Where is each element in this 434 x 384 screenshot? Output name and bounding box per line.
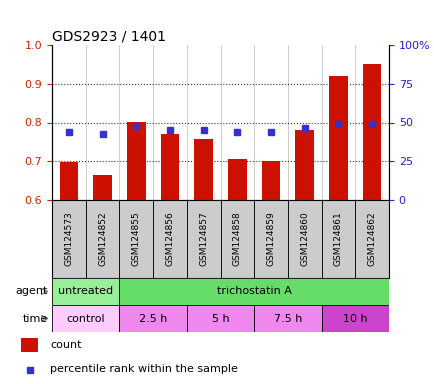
Bar [253,305,321,332]
Bar [362,65,381,200]
Bar [153,200,186,278]
Text: untreated: untreated [58,286,113,296]
Text: GSM124861: GSM124861 [333,212,342,266]
Bar [220,200,253,278]
Bar [186,305,253,332]
Bar [253,200,287,278]
Bar [127,122,145,200]
Bar [355,200,388,278]
Text: GDS2923 / 1401: GDS2923 / 1401 [52,30,166,44]
Bar [261,161,279,200]
Bar [52,200,85,278]
Text: 10 h: 10 h [342,313,367,323]
Text: GSM124860: GSM124860 [299,212,309,266]
Text: GSM124859: GSM124859 [266,212,275,266]
Text: GSM124573: GSM124573 [64,212,73,266]
Bar [52,305,119,332]
Text: control: control [66,313,105,323]
Text: agent: agent [15,286,48,296]
Bar [85,200,119,278]
Text: GSM124852: GSM124852 [98,212,107,266]
Bar [321,305,388,332]
Bar [160,134,179,200]
Text: GSM124862: GSM124862 [367,212,376,266]
Bar [119,278,388,305]
Bar [287,200,321,278]
Text: 5 h: 5 h [211,313,229,323]
Bar [59,162,78,200]
Bar [186,200,220,278]
Bar [93,175,112,200]
Text: 2.5 h: 2.5 h [138,313,167,323]
Text: count: count [50,340,82,350]
Text: percentile rank within the sample: percentile rank within the sample [50,364,238,374]
Text: trichostatin A: trichostatin A [216,286,291,296]
Text: time: time [22,313,48,323]
Bar [52,278,119,305]
Bar [194,139,212,200]
Text: GSM124858: GSM124858 [232,212,241,266]
Bar [21,338,38,352]
Text: GSM124856: GSM124856 [165,212,174,266]
Bar [321,200,355,278]
Bar [119,200,153,278]
Text: GSM124855: GSM124855 [132,212,141,266]
Bar [119,305,186,332]
Bar [329,76,347,200]
Bar [295,130,313,200]
Text: GSM124857: GSM124857 [199,212,208,266]
Text: 7.5 h: 7.5 h [273,313,301,323]
Bar [227,159,246,200]
